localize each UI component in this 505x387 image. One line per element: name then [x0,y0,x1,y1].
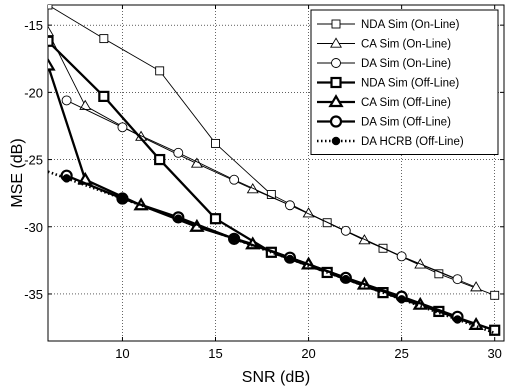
x-tick-label: 20 [301,346,315,361]
data-point [62,174,71,183]
data-point [173,147,184,158]
x-tick-label: 30 [487,346,501,361]
data-point [452,274,463,285]
data-point [154,153,166,166]
x-axis-title: SNR (dB) [242,369,310,386]
data-point [285,254,295,264]
series-line [48,170,496,335]
series-6 [48,170,496,335]
data-point [155,66,165,76]
legend-label: CA Sim (On-Line) [361,39,451,51]
data-point [490,290,500,300]
data-point [229,234,239,244]
y-tick-label: -35 [24,287,43,302]
data-point [48,35,54,47]
x-tick-label: 15 [208,346,222,361]
data-point [48,5,53,10]
series-line [66,100,458,280]
data-point [285,200,295,211]
data-point [209,213,222,225]
x-tick-label: 10 [115,346,129,361]
data-point [453,315,462,324]
y-tick-label: -25 [24,153,43,168]
data-point [48,25,54,36]
grid [48,5,504,341]
data-point [397,295,406,304]
data-point [340,225,351,236]
legend-marker [330,37,342,48]
data-point [229,174,240,185]
data-point [468,317,484,330]
data-point [470,281,483,292]
legend-marker [328,94,344,108]
data-point [98,90,110,102]
legend-label: CA Sim (Off-Line) [361,97,451,109]
series-2 [61,95,463,285]
data-point [174,214,183,223]
x-tick-label: 25 [394,346,408,361]
data-point [489,324,501,336]
data-point [48,57,56,71]
data-point [117,122,128,133]
legend-marker [331,19,341,29]
legend-marker [330,76,342,89]
data-point [396,251,407,262]
y-tick-label: -30 [24,220,43,235]
y-tick-label: -15 [24,18,43,33]
y-tick-label: -20 [24,85,43,100]
y-axis-title: MSE (dB) [9,138,26,207]
legend: NDA Sim (On-Line) CA Sim (On-Line) DA Sim … [310,9,499,155]
axis-ticks: 10 15 20 25 30 -15 -20 -25 -30 -35 [24,5,504,361]
legend-label: DA HCRB (Off-Line) [361,136,464,148]
legend-marker [329,115,343,128]
data-point [341,274,351,284]
series-group [48,5,501,336]
legend-label: NDA Sim (On-Line) [361,19,460,31]
legend-marker [331,58,341,68]
data-point [211,138,220,148]
legend-label: NDA Sim (Off-Line) [361,78,459,90]
data-point [99,34,109,44]
legend-label: DA Sim (Off-Line) [361,117,451,129]
legend-marker [331,136,341,146]
data-point [61,95,72,106]
data-point [118,194,127,203]
legend-label: DA Sim (On-Line) [361,58,451,70]
